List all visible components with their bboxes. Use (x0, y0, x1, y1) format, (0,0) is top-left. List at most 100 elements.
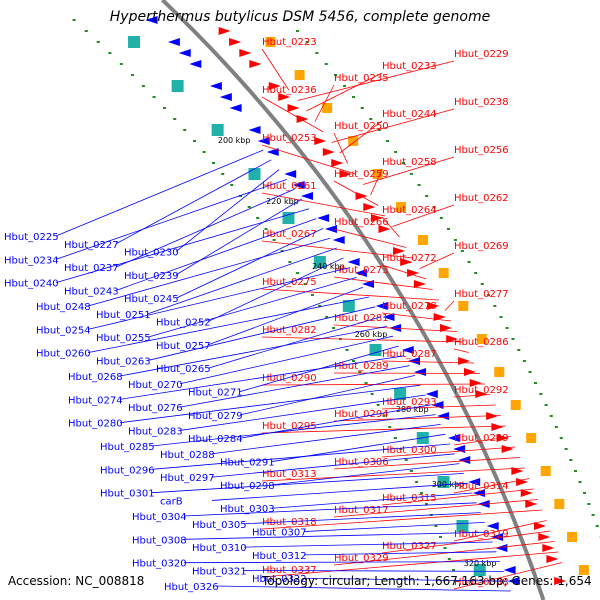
feature-box (567, 532, 578, 542)
minus-gene-connector (55, 179, 287, 260)
plus-gene-connector (333, 499, 539, 518)
plus-gene-arrow (249, 60, 262, 68)
minus-gene-label: Hbut_0280 (68, 419, 123, 430)
minus-gene-connector (115, 218, 317, 291)
track-tick (247, 206, 251, 208)
plus-gene-arrow (458, 357, 471, 365)
track-tick (163, 107, 167, 109)
minus-gene-connector (207, 286, 364, 346)
minus-gene-arrow (178, 49, 191, 57)
track-tick (119, 63, 123, 65)
track-tick (221, 173, 225, 175)
plus-gene-connector (333, 132, 348, 164)
minus-gene-arrow (408, 357, 421, 365)
minus-gene-connector (55, 208, 310, 284)
minus-gene-arrow (447, 434, 460, 442)
plus-gene-label: Hbut_0300 (382, 445, 437, 456)
minus-gene-arrow (300, 192, 313, 200)
feature-box (265, 37, 276, 47)
track-tick (434, 525, 438, 527)
plus-gene-arrow (463, 368, 476, 376)
track-tick (141, 85, 145, 87)
minus-gene-connector (207, 316, 382, 369)
track-tick (212, 162, 216, 164)
plus-gene-arrow (546, 555, 559, 563)
minus-gene-arrow (458, 456, 471, 464)
plus-gene-connector (381, 360, 475, 364)
plus-gene-label: Hbut_0236 (262, 85, 317, 96)
minus-gene-arrow (317, 214, 330, 222)
feature-box (313, 256, 326, 268)
minus-gene-connector (119, 355, 405, 400)
plus-gene-connector (392, 204, 455, 227)
track-tick (96, 41, 100, 43)
track-tick (288, 261, 292, 263)
plus-gene-arrow (511, 467, 524, 475)
plus-gene-arrow (314, 137, 327, 145)
plus-gene-arrow (218, 27, 231, 35)
plus-gene-label: Hbut_0229 (454, 49, 509, 60)
track-tick (351, 96, 355, 98)
minus-gene-label: Hbut_0255 (96, 333, 151, 344)
minus-gene-arrow (437, 412, 450, 420)
plus-gene-connector (331, 108, 455, 143)
minus-gene-label: Hbut_0285 (100, 442, 155, 453)
minus-gene-label: Hbut_0265 (156, 364, 211, 375)
plus-gene-connector (381, 404, 496, 410)
track-tick (554, 426, 558, 428)
minus-gene-connector (243, 570, 504, 572)
minus-gene-label: Hbut_0321 (192, 566, 247, 577)
minus-gene-arrow (425, 390, 438, 398)
track-tick (315, 52, 319, 54)
plus-gene-label: Hbut_0294 (334, 409, 389, 420)
plus-gene-arrow (400, 258, 413, 266)
plus-gene-arrow (239, 49, 252, 57)
track-tick (183, 129, 187, 131)
plus-gene-connector (453, 394, 491, 398)
plus-gene-connector (453, 478, 530, 494)
track-tick (399, 448, 403, 450)
minus-gene-arrow (401, 346, 414, 354)
minus-gene-label: Hbut_0260 (36, 349, 91, 360)
track-tick (130, 74, 134, 76)
feature-box (438, 268, 449, 278)
minus-gene-arrow (167, 38, 180, 46)
minus-gene-arrow (375, 302, 388, 310)
feature-box (578, 565, 589, 575)
minus-gene-label: Hbut_0248 (36, 302, 91, 313)
minus-gene-connector (183, 561, 501, 564)
plus-gene-label: Hbut_0290 (262, 373, 317, 384)
minus-gene-label: Hbut_0305 (192, 520, 247, 531)
track-tick (393, 437, 397, 439)
minus-gene-arrow (325, 225, 338, 233)
minus-gene-arrow (209, 82, 222, 90)
feature-box (458, 301, 469, 311)
plus-gene-label: Hbut_0282 (262, 325, 317, 336)
plus-gene-connector (261, 288, 439, 301)
plus-gene-connector (261, 96, 324, 133)
plus-gene-connector (362, 156, 455, 185)
track-tick (456, 580, 460, 582)
plus-gene-label: Hbut_0318 (262, 517, 317, 528)
minus-gene-arrow (486, 522, 499, 530)
track-tick (409, 173, 413, 175)
minus-gene-label: Hbut_0301 (100, 489, 155, 500)
minus-gene-connector (207, 257, 344, 322)
feature-box (348, 136, 359, 146)
track-tick (564, 448, 568, 450)
accession-label: Accession: NC_008818 (8, 574, 145, 588)
feature-box (510, 400, 521, 410)
track-tick (480, 283, 484, 285)
plus-gene-arrow (407, 269, 420, 277)
plus-gene-connector (453, 436, 511, 446)
track-tick (193, 140, 197, 142)
plus-gene-label: Hbut_0329 (334, 553, 389, 564)
plus-gene-connector (381, 446, 516, 458)
track-tick (453, 239, 457, 241)
plus-gene-connector (333, 415, 501, 422)
minus-gene-arrow (495, 544, 508, 552)
plus-gene-connector (261, 425, 506, 434)
minus-gene-arrow (507, 577, 520, 585)
tick-label: 200 kbp (218, 136, 251, 145)
plus-gene-connector (261, 336, 463, 343)
